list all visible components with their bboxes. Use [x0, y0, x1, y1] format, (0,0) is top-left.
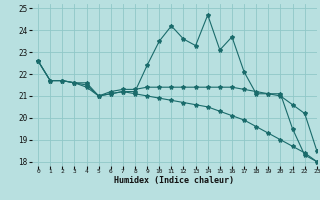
X-axis label: Humidex (Indice chaleur): Humidex (Indice chaleur) — [115, 176, 234, 185]
